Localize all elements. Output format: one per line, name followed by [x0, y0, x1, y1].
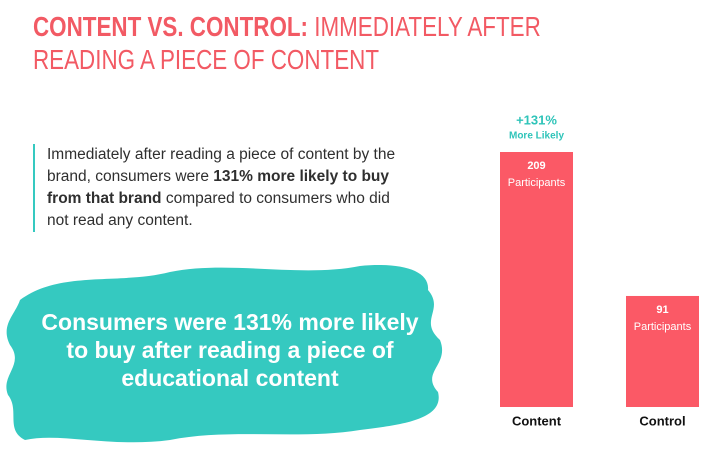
- callout-box: Consumers were 131% more likely to buy a…: [41, 309, 419, 391]
- callout-blob: [6, 265, 443, 443]
- paragraph-bold: 131% more likely to buy from that brand: [47, 168, 390, 207]
- bar: [500, 152, 573, 407]
- x-tick-label: Control: [639, 413, 685, 428]
- x-tick-label: Content: [512, 413, 562, 428]
- value-label: 209: [527, 160, 545, 172]
- page-title: CONTENT VS. CONTROL: IMMEDIATELY AFTER R…: [33, 10, 625, 76]
- title-bold: CONTENT VS. CONTROL:: [33, 11, 309, 42]
- paragraph-text: Immediately after reading a piece of con…: [47, 146, 396, 185]
- value-caption: Participants: [508, 177, 566, 189]
- annotation-value: +131%: [516, 112, 557, 127]
- paragraph-text: compared to consumers who did not read a…: [47, 190, 390, 229]
- bar: [626, 295, 699, 407]
- callout-text: Consumers were 131% more likely to buy a…: [41, 309, 419, 391]
- value-caption: Participants: [634, 321, 692, 333]
- value-label: 91: [656, 304, 668, 316]
- summary-paragraph: Immediately after reading a piece of con…: [33, 144, 407, 232]
- annotation-note: More Likely: [509, 131, 564, 142]
- title-rest: IMMEDIATELY AFTER READING A PIECE OF CON…: [33, 11, 541, 75]
